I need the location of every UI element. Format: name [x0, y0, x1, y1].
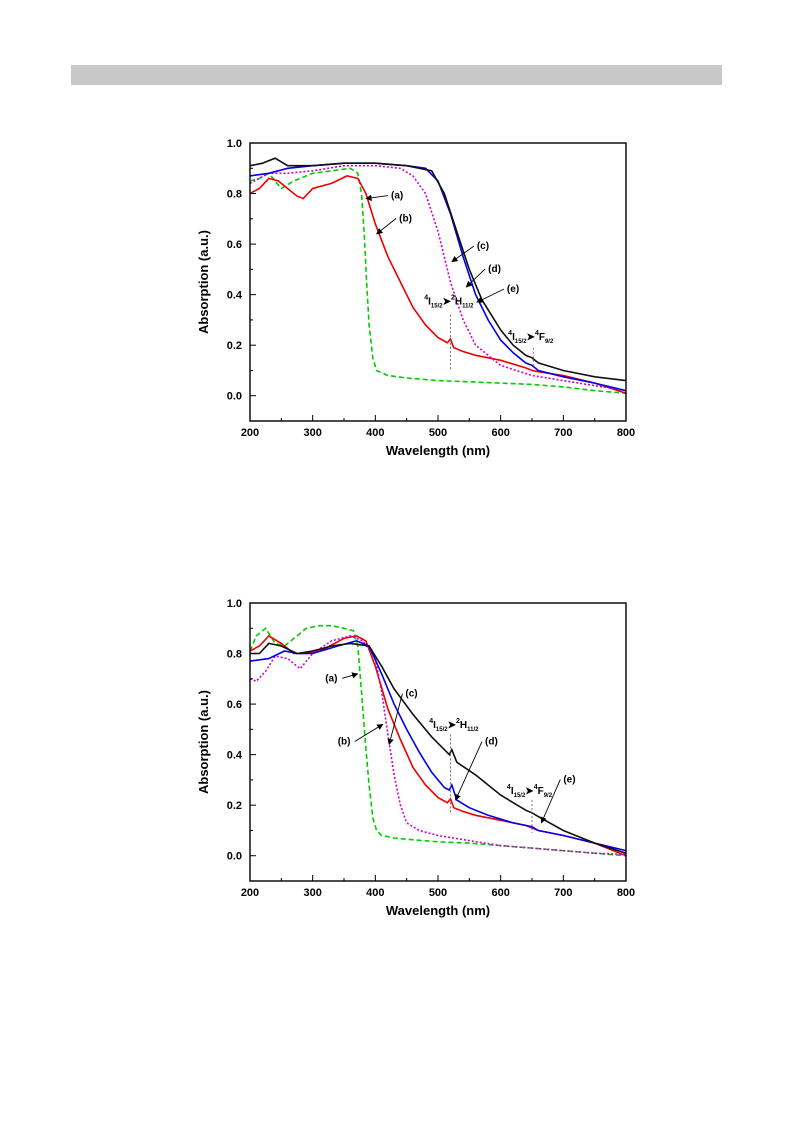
y-tick-label: 0.0	[227, 391, 242, 403]
y-tick-label: 0.4	[227, 290, 243, 302]
y-tick-label: 1.0	[227, 598, 242, 610]
x-tick-label: 600	[491, 887, 509, 899]
series-line-b	[249, 634, 627, 857]
annotation-label: (c)	[477, 241, 489, 252]
annotation-arrow	[451, 245, 475, 263]
annotation-label: (d)	[485, 737, 498, 748]
x-tick-label: 400	[366, 887, 384, 899]
y-tick-label: 0.6	[227, 699, 242, 711]
x-tick-label: 300	[303, 887, 321, 899]
transition-label: 4I15/2➤4F9/2	[507, 784, 553, 799]
x-tick-label: 500	[429, 887, 447, 899]
annotation-label: (e)	[507, 284, 519, 295]
annotation-label: (a)	[325, 673, 337, 684]
plot-frame	[249, 142, 627, 422]
y-tick-label: 0.2	[227, 800, 242, 812]
x-tick-label: 800	[617, 427, 635, 439]
x-tick-label: 600	[491, 427, 509, 439]
x-tick-label: 200	[241, 887, 259, 899]
series-line-c	[249, 635, 627, 856]
annotation-arrow	[540, 779, 561, 824]
annotation-label: (c)	[405, 689, 417, 700]
y-tick-label: 0.2	[227, 340, 242, 352]
x-tick-label: 200	[241, 427, 259, 439]
annotation-arrow	[387, 693, 403, 746]
absorption-chart-top: 4I15/2➤2H11/2 4I15/2➤4F9/2 (a) (b) (c) (d) (e)…	[196, 138, 635, 458]
series-line-a	[249, 624, 627, 857]
y-axis-title: Absorption (a.u.)	[196, 230, 211, 334]
x-tick-label: 800	[617, 887, 635, 899]
plot-frame	[249, 602, 627, 882]
transition-label: 4I15/2➤2H11/2	[424, 295, 474, 310]
annotation-label: (b)	[399, 213, 412, 224]
annotation-arrow	[354, 723, 384, 742]
series-line-d	[249, 162, 627, 392]
transition-label: 4I15/2➤4F9/2	[508, 330, 554, 345]
series-line-e	[249, 157, 627, 382]
series-line-a	[249, 167, 627, 394]
series-line-b	[249, 175, 627, 394]
annotation-arrow	[465, 268, 486, 288]
x-tick-label: 700	[554, 427, 572, 439]
y-tick-label: 0.6	[227, 239, 242, 251]
annotation-arrow	[476, 288, 505, 303]
annotation-label: (b)	[338, 737, 351, 748]
y-tick-label: 0.8	[227, 189, 242, 201]
y-tick-label: 0.0	[227, 851, 242, 863]
x-tick-label: 300	[303, 427, 321, 439]
absorption-chart-bottom: 4I15/2➤2H11/2 4I15/2➤4F9/2 (a) (b) (c) (d) (e)…	[196, 598, 635, 918]
y-tick-label: 0.8	[227, 649, 242, 661]
x-tick-label: 400	[366, 427, 384, 439]
annotation-label: (d)	[488, 264, 501, 275]
page-header-bar	[71, 65, 722, 85]
annotation-label: (e)	[563, 774, 575, 785]
y-tick-label: 0.4	[227, 750, 243, 762]
annotation-arrow	[342, 672, 359, 679]
y-tick-label: 1.0	[227, 138, 242, 150]
annotation-arrow	[365, 194, 389, 201]
transition-label: 4I15/2➤2H11/2	[429, 718, 479, 733]
annotation-arrow	[376, 217, 397, 235]
x-axis-title: Wavelength (nm)	[386, 903, 490, 918]
series-line-c	[249, 164, 627, 392]
series-group	[249, 624, 627, 857]
x-axis-title: Wavelength (nm)	[386, 443, 490, 458]
series-line-d	[249, 640, 627, 852]
x-tick-label: 500	[429, 427, 447, 439]
series-line-e	[250, 642, 627, 854]
x-tick-label: 700	[554, 887, 572, 899]
annotation-arrow	[455, 741, 483, 801]
annotation-label: (a)	[391, 191, 403, 202]
y-axis-title: Absorption (a.u.)	[196, 690, 211, 794]
series-group	[249, 157, 627, 394]
